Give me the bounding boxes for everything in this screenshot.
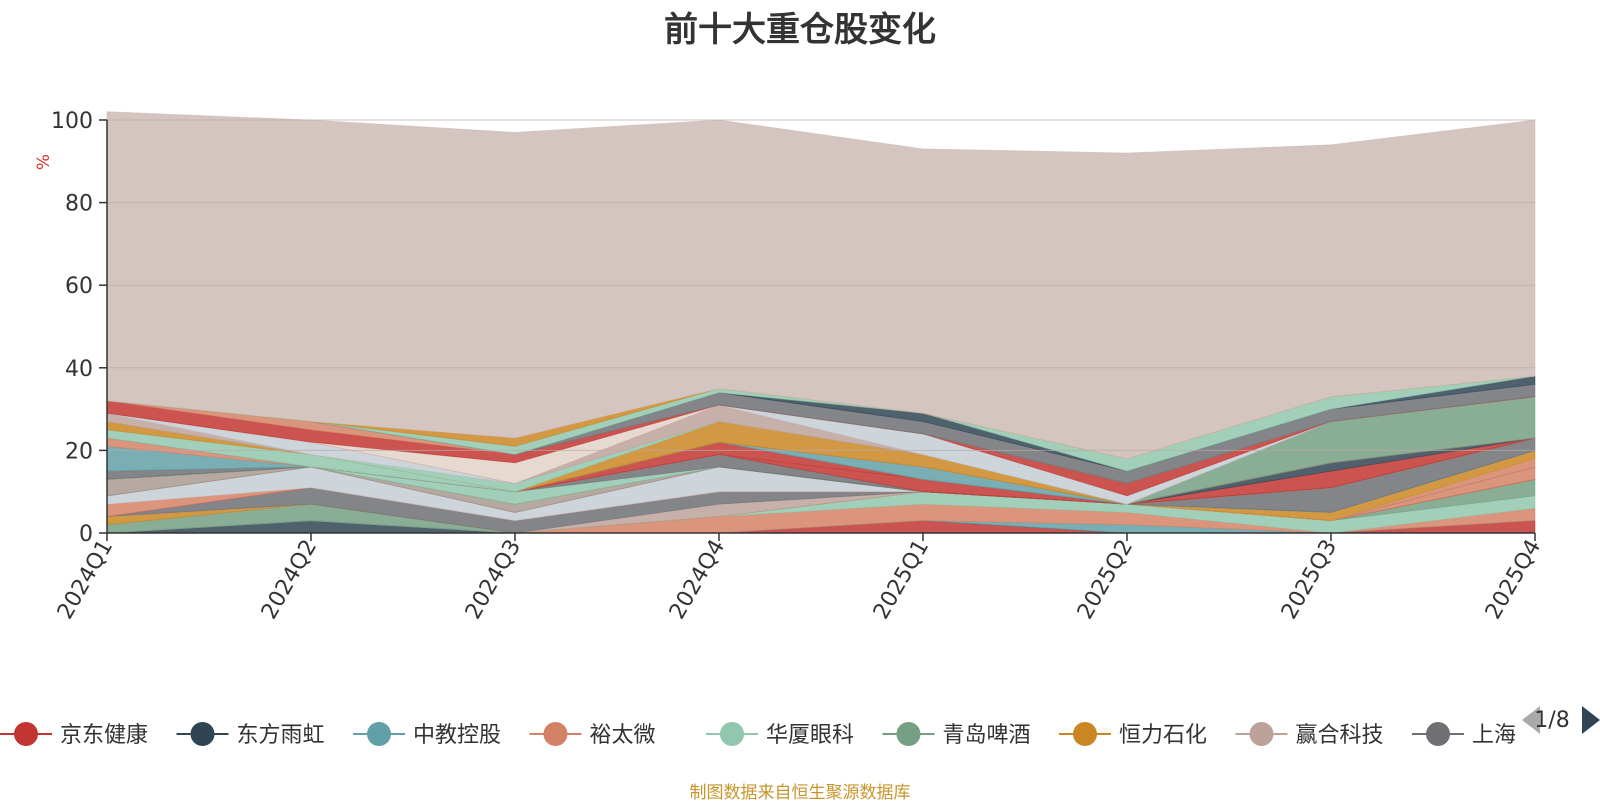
y-tick-label: 40 [65, 357, 93, 382]
legend-pager: 1/8 [1522, 706, 1600, 734]
legend-marker-icon [190, 722, 215, 746]
x-tick-label: 2025Q3 [1277, 536, 1342, 624]
legend-marker-icon [720, 722, 744, 746]
legend-label: 赢合科技 [1296, 723, 1384, 748]
plot-areas [106, 111, 1536, 534]
legend-item[interactable]: 青岛啤酒 [882, 722, 1031, 748]
legend-marker-icon [543, 722, 568, 746]
y-tick-label: 100 [51, 109, 93, 134]
x-axis: 2024Q1 2024Q2 2024Q3 2024Q4 2025Q1 2025Q2 2025… [53, 532, 1546, 624]
legend-item[interactable]: 华厦眼科 [706, 722, 854, 748]
x-tick-label: 2025Q4 [1481, 536, 1546, 624]
x-tick-label: 2025Q1 [869, 536, 934, 624]
legend-next-page-icon[interactable] [1582, 706, 1600, 734]
legend-label: 东方雨虹 [237, 723, 325, 748]
y-tick-label: 20 [65, 439, 93, 464]
legend-marker-icon [367, 722, 391, 746]
y-axis-label: % [34, 154, 54, 170]
x-tick-label: 2024Q4 [665, 536, 730, 624]
legend-item[interactable]: 上海 [1412, 722, 1516, 748]
legend: 京东健康 东方雨虹 中教控股 裕太微 华厦眼科 青岛啤酒 恒力石化 赢合科技 上海 [0, 722, 1516, 748]
legend-label: 京东健康 [60, 723, 148, 748]
y-tick-label: 60 [65, 274, 93, 299]
x-tick-label: 2024Q1 [53, 536, 118, 624]
legend-label: 中教控股 [413, 723, 501, 748]
legend-label: 裕太微 [590, 723, 656, 748]
x-tick-label: 2024Q2 [257, 536, 322, 624]
legend-label: 上海 [1472, 723, 1516, 748]
legend-marker-icon [1426, 722, 1450, 746]
chart-title: 前十大重仓股变化 [664, 10, 936, 50]
legend-item[interactable]: 中教控股 [353, 722, 501, 748]
x-tick-label: 2025Q2 [1073, 536, 1138, 624]
y-tick-label: 0 [79, 522, 93, 547]
y-axis: 0 20 40 60 80 100 [51, 109, 108, 547]
legend-item[interactable]: 恒力石化 [1059, 722, 1207, 748]
grid-lines [107, 119, 1535, 451]
y-tick-label: 80 [65, 192, 93, 217]
legend-item[interactable]: 东方雨虹 [176, 722, 325, 748]
legend-label: 华厦眼科 [766, 723, 854, 748]
x-tick-label: 2024Q3 [461, 536, 526, 624]
source-note: 制图数据来自恒生聚源数据库 [689, 783, 911, 803]
legend-marker-icon [896, 722, 921, 746]
legend-item[interactable]: 赢合科技 [1235, 722, 1384, 748]
legend-label: 青岛啤酒 [943, 723, 1031, 748]
legend-item[interactable]: 京东健康 [0, 722, 148, 748]
legend-label: 恒力石化 [1119, 723, 1207, 748]
legend-marker-icon [1249, 722, 1274, 746]
legend-marker-icon [1073, 722, 1097, 746]
legend-prev-page-icon[interactable] [1522, 706, 1540, 734]
legend-marker-icon [14, 722, 38, 746]
legend-item[interactable]: 裕太微 [529, 722, 656, 748]
legend-page-indicator: 1/8 [1534, 708, 1569, 733]
